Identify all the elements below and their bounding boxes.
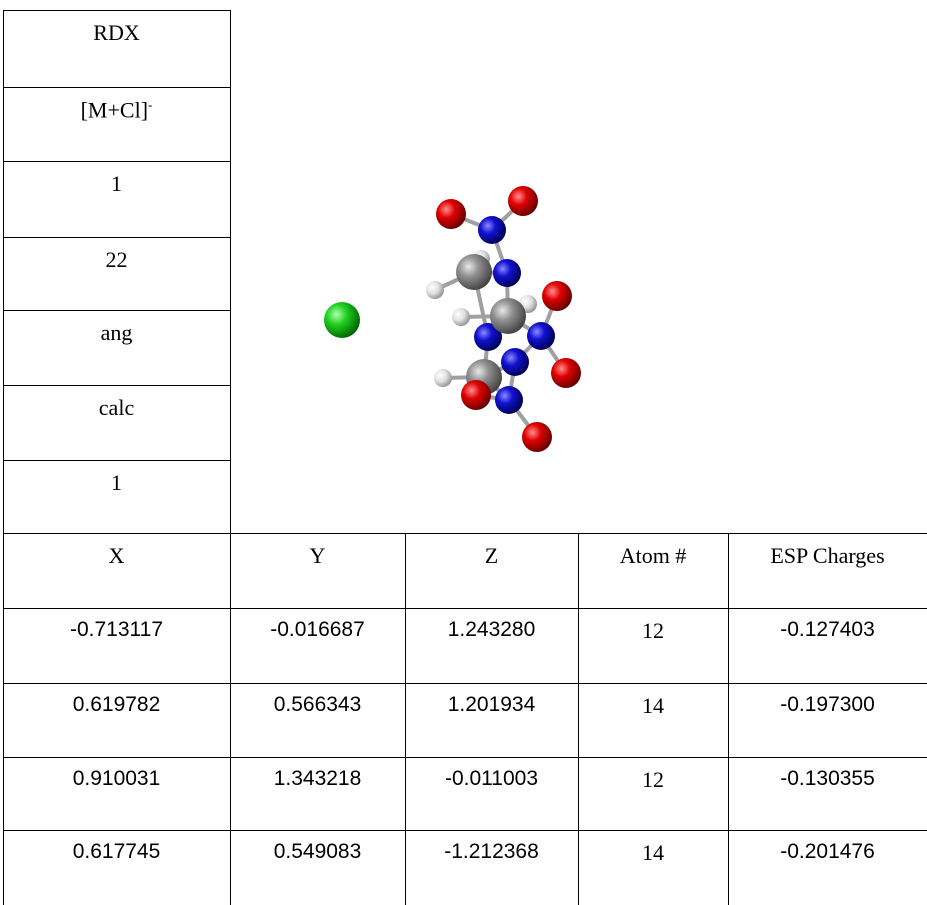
table-cell: -1.212368 [405,830,578,905]
rule [3,533,4,905]
table-cell: 0.566343 [230,683,405,757]
rule [3,87,230,88]
table-cell: 12 [578,608,728,683]
table-cell: 0.549083 [230,830,405,905]
info-cell: 1 [3,161,230,237]
rule [230,10,231,533]
rule [3,161,230,162]
header-cell: ESP Charges [728,533,927,608]
rule [578,533,579,905]
info-cell: 22 [3,237,230,310]
rule [3,830,927,831]
rule [230,533,231,905]
rule [3,10,230,11]
table-cell: 14 [578,830,728,905]
info-cell: ang [3,310,230,385]
info-text: 1 [111,171,122,196]
table-cell: -0.197300 [728,683,927,757]
table-cell: -0.127403 [728,608,927,683]
rule [405,533,406,905]
table-cell: -0.201476 [728,830,927,905]
table-cell: -0.713117 [3,608,230,683]
rule [3,608,927,609]
table-cell: 0.617745 [3,830,230,905]
table-cell: 12 [578,757,728,830]
rule [3,683,927,684]
rule [3,310,230,311]
info-text: ang [101,320,133,345]
table-cell: -0.130355 [728,757,927,830]
info-cell: calc [3,385,230,460]
info-cell: [M+Cl]- [3,87,230,161]
header-cell: Y [230,533,405,608]
rule [728,533,729,905]
table-cell: 1.243280 [405,608,578,683]
info-text: 22 [106,247,128,272]
info-text: [M+Cl] [81,97,148,122]
rule [3,460,230,461]
header-cell: Atom # [578,533,728,608]
info-text: RDX [93,20,139,45]
atoms [324,186,581,452]
table-cell: 1.201934 [405,683,578,757]
rule [3,533,927,534]
table-cell: 14 [578,683,728,757]
header-cell: X [3,533,230,608]
info-text: 1 [111,470,122,495]
rule [3,10,4,533]
table-cell: 0.910031 [3,757,230,830]
info-text: calc [99,395,134,420]
page: RDX [M+Cl]- 1 22 ang calc 1 XYZAtom #ESP Charge… [0,0,927,905]
rule [3,237,230,238]
table-cell: -0.016687 [230,608,405,683]
info-cell: 1 [3,460,230,533]
header-cell: Z [405,533,578,608]
superscript: - [148,97,152,112]
table-cell: 0.619782 [3,683,230,757]
info-cell: RDX [3,10,230,87]
table-cell: -0.011003 [405,757,578,830]
rule [3,385,230,386]
rule [3,757,927,758]
table-cell: 1.343218 [230,757,405,830]
